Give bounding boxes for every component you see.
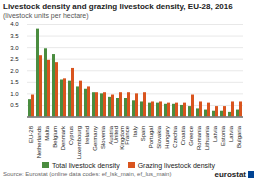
svg-text:Cyprus: Cyprus <box>68 126 74 145</box>
svg-text:Denmark: Denmark <box>60 125 66 150</box>
svg-text:Latvia: Latvia <box>228 125 234 142</box>
svg-text:Latvia: Latvia <box>212 125 218 142</box>
svg-text:Germany: Germany <box>92 126 98 151</box>
svg-text:Greece: Greece <box>188 125 194 145</box>
svg-text:Malta: Malta <box>44 125 50 140</box>
svg-text:Slovenia: Slovenia <box>100 125 106 149</box>
svg-text:1.5: 1.5 <box>10 79 19 85</box>
svg-text:Portugal: Portugal <box>148 126 154 148</box>
svg-text:2.5: 2.5 <box>10 56 19 62</box>
svg-text:Netherlands: Netherlands <box>36 126 42 158</box>
svg-text:Hungary: Hungary <box>164 126 170 149</box>
svg-text:EU-28: EU-28 <box>28 125 34 143</box>
svg-text:Lithuania: Lithuania <box>204 125 210 150</box>
svg-text:Estonia: Estonia <box>220 125 226 146</box>
svg-text:Italy: Italy <box>132 126 138 137</box>
svg-text:Croatia: Croatia <box>180 125 186 145</box>
svg-text:Bulgaria: Bulgaria <box>236 125 242 148</box>
svg-text:Spain: Spain <box>140 126 146 141</box>
svg-text:0.5: 0.5 <box>10 102 19 108</box>
svg-text:Luxembourg: Luxembourg <box>76 126 82 159</box>
svg-text:Belgium: Belgium <box>52 126 58 148</box>
svg-text:Czechia: Czechia <box>172 125 178 147</box>
svg-text:3.5: 3.5 <box>10 33 19 39</box>
svg-text:Ireland: Ireland <box>84 126 90 144</box>
svg-text:1.0: 1.0 <box>10 91 19 97</box>
svg-text:2.0: 2.0 <box>10 68 19 74</box>
svg-text:Slovakia: Slovakia <box>156 125 162 148</box>
svg-text:France: France <box>124 125 130 144</box>
svg-text:Romania: Romania <box>196 125 202 150</box>
svg-text:3.0: 3.0 <box>10 45 19 51</box>
svg-text:4.0: 4.0 <box>10 21 19 27</box>
